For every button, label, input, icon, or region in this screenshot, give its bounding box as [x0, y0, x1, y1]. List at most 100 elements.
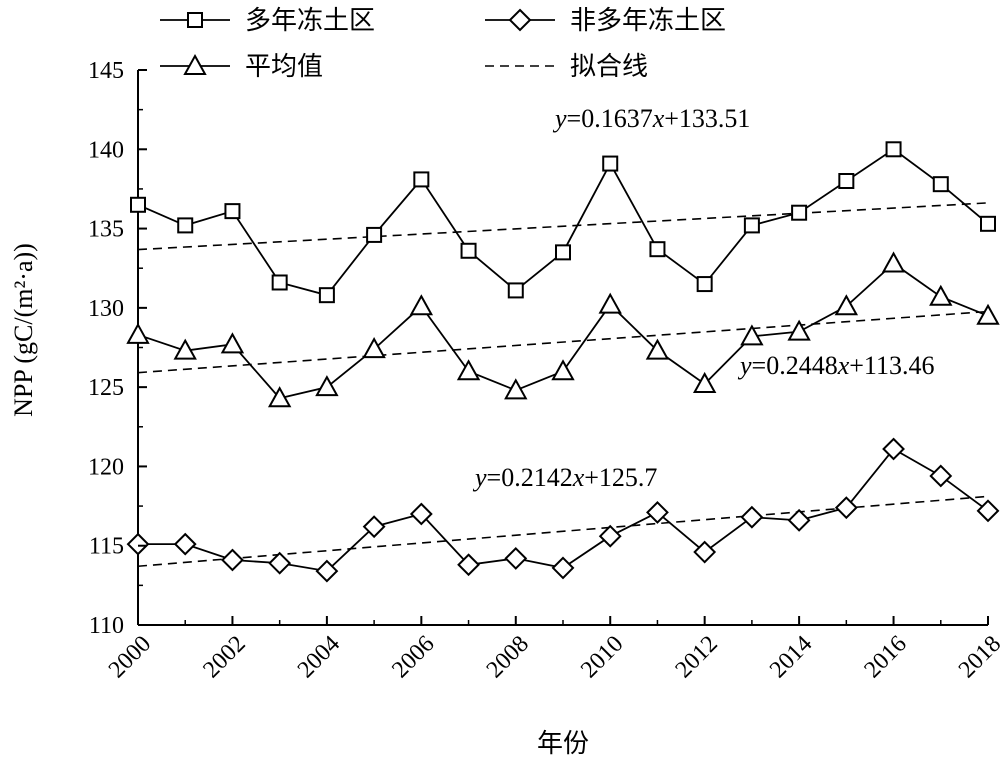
- data-point: [696, 276, 713, 293]
- data-point: [551, 556, 575, 580]
- data-point: [646, 501, 669, 524]
- data-point: [743, 217, 760, 234]
- y-axis-label: NPP (gC/(m²·a)): [9, 243, 38, 417]
- y-tick-label: 110: [89, 613, 124, 639]
- data-point: [834, 496, 858, 520]
- legend-marker: [183, 53, 207, 75]
- data-point: [504, 546, 528, 570]
- data-point: [602, 155, 619, 172]
- data-point: [173, 532, 197, 556]
- eq-slope: =0.2142: [487, 463, 573, 492]
- plot-area: [137, 70, 988, 626]
- eq-intercept: +113.46: [849, 351, 934, 380]
- data-point: [130, 196, 146, 213]
- x-tick-label: 2008: [482, 631, 534, 683]
- fit-line: [137, 495, 989, 568]
- data-point: [692, 371, 717, 393]
- data-point: [834, 294, 859, 316]
- series-line: [137, 148, 989, 297]
- data-point: [409, 502, 433, 526]
- y-tick-label: 115: [89, 534, 124, 560]
- eq-intercept: +125.7: [584, 463, 657, 492]
- data-point: [555, 244, 571, 261]
- data-point: [409, 294, 434, 316]
- x-tick-label: 2012: [671, 631, 723, 683]
- data-point: [318, 287, 335, 304]
- data-point: [267, 386, 292, 408]
- data-point: [693, 540, 717, 564]
- x-tick-label: 2016: [859, 631, 911, 683]
- data-point: [882, 437, 905, 461]
- x-tick-label: 2014: [765, 631, 817, 683]
- y-tick-label: 140: [88, 137, 124, 163]
- x-tick-label: 2010: [576, 631, 628, 683]
- legend-item: 平均值: [160, 52, 323, 82]
- data-point: [177, 217, 194, 234]
- legend-label: 平均值: [245, 52, 323, 82]
- data-point: [740, 505, 764, 529]
- data-point: [649, 241, 666, 258]
- eq-var: x: [652, 104, 665, 133]
- data-point: [457, 553, 480, 577]
- data-point: [791, 204, 808, 221]
- series-square: [130, 141, 996, 304]
- eq-slope: =0.2448: [752, 351, 838, 380]
- data-point: [362, 515, 386, 539]
- data-point: [271, 274, 288, 291]
- eq-var: y: [552, 104, 567, 133]
- data-point: [598, 292, 622, 314]
- fit-equation: y=0.2448x+113.46: [737, 351, 934, 380]
- series-triangle: [126, 251, 1000, 408]
- eq-var: y: [737, 351, 752, 380]
- fit-line: [137, 310, 989, 374]
- y-axis: 110 115 120 125 130 135 140 145: [88, 58, 147, 639]
- legend-item: 多年冻土区: [160, 6, 375, 36]
- fit-equation: y=0.2142x+125.7: [472, 463, 657, 492]
- data-point: [220, 332, 245, 354]
- x-tick-label: 2018: [954, 631, 1000, 683]
- data-point: [315, 375, 339, 397]
- data-point: [885, 141, 902, 158]
- data-point: [976, 499, 1000, 523]
- data-point: [838, 173, 855, 189]
- y-tick-label: 135: [88, 217, 124, 243]
- data-point: [456, 359, 481, 381]
- fit-line: [137, 202, 989, 251]
- data-point: [221, 548, 244, 572]
- data-point: [551, 359, 575, 381]
- legend-item: 非多年冻土区: [485, 6, 726, 36]
- data-point: [507, 282, 524, 299]
- legend-item: 拟合线: [485, 52, 648, 82]
- data-point: [929, 284, 953, 306]
- data-point: [460, 242, 477, 259]
- legend-label: 非多年冻土区: [570, 6, 726, 36]
- legend-label: 拟合线: [570, 52, 648, 82]
- data-point: [980, 215, 996, 232]
- data-point: [173, 338, 197, 360]
- x-axis: 2000 2002 2004 2006 2008 2010 2012 2014 2016 2018: [104, 616, 1000, 683]
- legend-marker: [508, 8, 532, 32]
- eq-var: x: [572, 463, 585, 492]
- data-point: [932, 176, 949, 193]
- data-point: [362, 337, 386, 359]
- legend-label: 多年冻土区: [245, 6, 375, 36]
- data-point: [598, 524, 622, 548]
- eq-var: x: [837, 351, 850, 380]
- data-point: [787, 508, 811, 532]
- eq-intercept: +133.51: [664, 104, 750, 133]
- data-point: [504, 378, 528, 400]
- data-point: [787, 319, 811, 341]
- data-point: [929, 464, 953, 488]
- data-point: [224, 203, 241, 220]
- x-tick-label: 2002: [198, 631, 250, 683]
- y-tick-label: 130: [88, 296, 124, 322]
- x-tick-label: 2006: [387, 631, 439, 683]
- data-point: [976, 303, 1000, 325]
- data-point: [315, 559, 339, 583]
- eq-var: y: [472, 463, 487, 492]
- data-point: [740, 324, 764, 346]
- series-lines: [126, 141, 1000, 583]
- fit-equation: y=0.1637x+133.51: [552, 104, 750, 133]
